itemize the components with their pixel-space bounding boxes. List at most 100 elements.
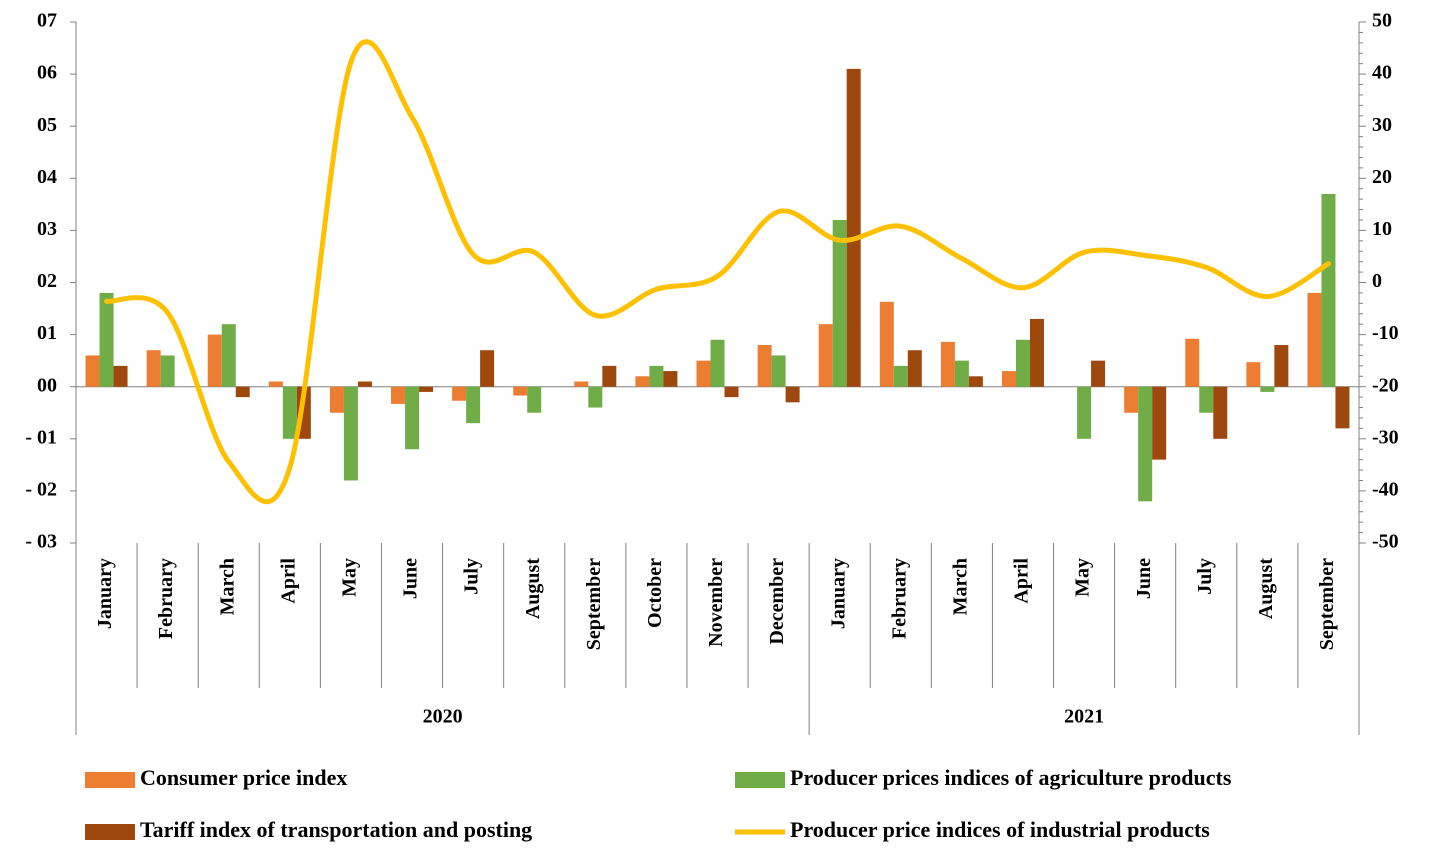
bar bbox=[832, 219, 847, 387]
bar bbox=[588, 386, 603, 408]
bar bbox=[419, 386, 434, 392]
bar bbox=[663, 371, 678, 387]
y2-tick-label: -40 bbox=[1372, 478, 1399, 500]
legend-label: Producer prices indices of agriculture p… bbox=[790, 765, 1232, 790]
x-tick-label: September bbox=[583, 558, 605, 650]
y-tick-label: - 01 bbox=[25, 426, 57, 448]
y2-tick-label: 40 bbox=[1372, 62, 1392, 84]
y2-tick-label: -20 bbox=[1372, 374, 1399, 396]
bar bbox=[710, 339, 725, 387]
bar bbox=[893, 365, 908, 387]
x-tick-label: August bbox=[1255, 558, 1277, 619]
y2-tick-label: 50 bbox=[1372, 10, 1392, 32]
bar bbox=[907, 350, 922, 387]
y-tick-label: - 02 bbox=[25, 478, 57, 500]
bar bbox=[85, 355, 100, 387]
x-tick-label: February bbox=[155, 558, 177, 639]
bar bbox=[940, 341, 955, 387]
bar bbox=[1091, 360, 1106, 387]
y-tick-label: 04 bbox=[37, 166, 57, 188]
y-tick-label: 03 bbox=[37, 218, 57, 240]
x-tick-label: January bbox=[827, 558, 849, 629]
y2-tick-label: 0 bbox=[1372, 270, 1382, 292]
x-tick-label: June bbox=[1133, 558, 1155, 599]
y2-tick-label: 10 bbox=[1372, 218, 1392, 240]
bar bbox=[1138, 386, 1153, 502]
legend-label: Consumer price index bbox=[140, 765, 347, 790]
bar bbox=[282, 386, 297, 439]
bar bbox=[329, 386, 344, 413]
bar bbox=[574, 381, 589, 387]
y-tick-label: 05 bbox=[37, 114, 57, 136]
bar bbox=[785, 386, 800, 403]
x-tick-label: December bbox=[766, 558, 788, 645]
x-tick-label: September bbox=[1316, 558, 1338, 650]
bar bbox=[696, 360, 711, 387]
y2-tick-label: 30 bbox=[1372, 114, 1392, 136]
group-label: 2021 bbox=[1064, 706, 1104, 728]
bar bbox=[452, 386, 467, 401]
bar bbox=[649, 365, 664, 387]
bar bbox=[771, 355, 786, 387]
bar bbox=[113, 365, 128, 387]
x-tick-label: August bbox=[522, 558, 544, 619]
legend-swatch bbox=[735, 772, 785, 788]
bar bbox=[513, 386, 528, 396]
x-tick-label: July bbox=[461, 558, 483, 595]
legend-label: Tariff index of transportation and posti… bbox=[140, 817, 532, 842]
bar bbox=[466, 386, 481, 424]
x-tick-label: May bbox=[339, 558, 361, 597]
x-tick-label: March bbox=[949, 558, 971, 615]
x-tick-label: July bbox=[1194, 558, 1216, 595]
bar bbox=[391, 386, 406, 404]
x-tick-label: June bbox=[400, 558, 422, 599]
bar bbox=[602, 365, 617, 387]
bar bbox=[968, 376, 983, 387]
bar bbox=[1246, 362, 1261, 387]
bar bbox=[1321, 193, 1336, 387]
bar bbox=[1124, 386, 1139, 413]
y2-tick-label: -50 bbox=[1372, 531, 1399, 553]
bar bbox=[1274, 345, 1289, 387]
y-tick-label: - 03 bbox=[25, 531, 57, 553]
bar bbox=[99, 292, 114, 387]
bar bbox=[1199, 386, 1214, 413]
y-tick-label: 00 bbox=[37, 374, 57, 396]
y-tick-label: 07 bbox=[37, 10, 57, 32]
bar bbox=[757, 345, 772, 387]
bar bbox=[1077, 386, 1092, 439]
group-label: 2020 bbox=[423, 706, 463, 728]
bar bbox=[1185, 338, 1200, 387]
x-tick-label: May bbox=[1072, 558, 1094, 597]
bar bbox=[207, 334, 222, 387]
x-tick-label: January bbox=[94, 558, 116, 629]
bar bbox=[635, 376, 650, 387]
legend-swatch bbox=[85, 772, 135, 788]
y2-tick-label: -10 bbox=[1372, 322, 1399, 344]
line bbox=[104, 39, 1331, 505]
bar bbox=[357, 381, 372, 387]
y-tick-label: 02 bbox=[37, 270, 57, 292]
bar bbox=[724, 386, 739, 398]
y-tick-label: 01 bbox=[37, 322, 57, 344]
x-tick-label: October bbox=[644, 558, 666, 628]
bar bbox=[1335, 386, 1350, 429]
bar bbox=[1015, 339, 1030, 387]
y-tick-label: 06 bbox=[37, 62, 57, 84]
bar bbox=[1260, 386, 1275, 392]
x-tick-label: February bbox=[888, 558, 910, 639]
bar bbox=[160, 355, 175, 387]
bar bbox=[1029, 318, 1044, 387]
bar bbox=[527, 386, 542, 413]
bar bbox=[268, 381, 283, 387]
x-tick-label: April bbox=[277, 558, 299, 604]
x-tick-label: April bbox=[1011, 558, 1033, 604]
bar bbox=[480, 350, 495, 387]
bar bbox=[405, 386, 420, 450]
y2-tick-label: 20 bbox=[1372, 166, 1392, 188]
x-tick-label: March bbox=[216, 558, 238, 615]
bar bbox=[221, 324, 236, 387]
y2-tick-label: -30 bbox=[1372, 426, 1399, 448]
bar bbox=[343, 386, 358, 481]
